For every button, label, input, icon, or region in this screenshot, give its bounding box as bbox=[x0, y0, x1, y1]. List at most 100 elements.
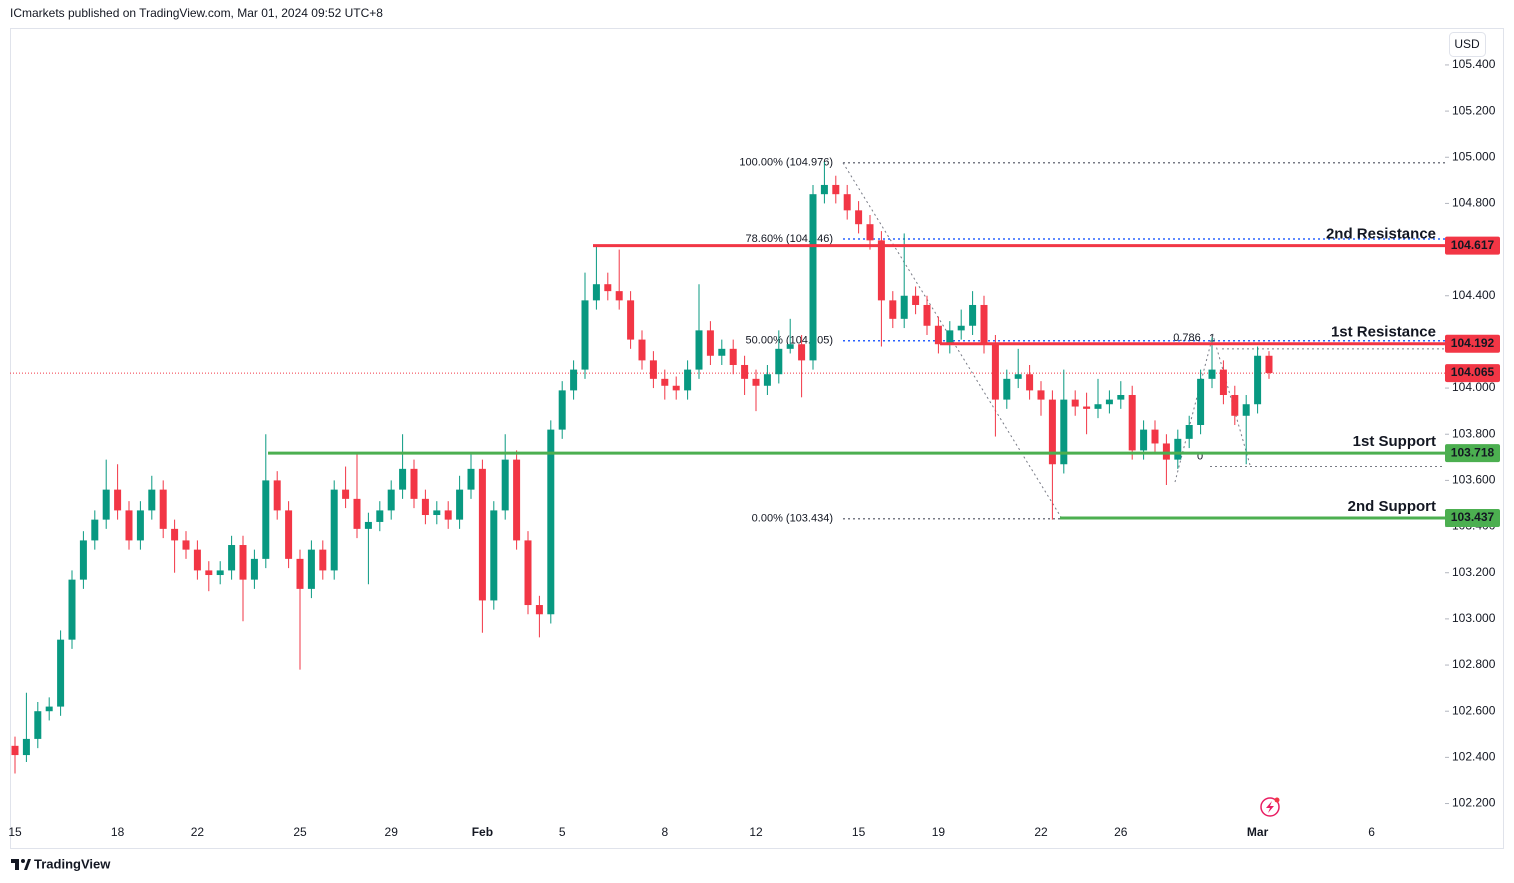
candle-body bbox=[1048, 399, 1056, 465]
candle-body bbox=[296, 558, 304, 589]
candle-body bbox=[615, 291, 623, 301]
candle-body bbox=[592, 284, 600, 301]
fib2-label: 0 bbox=[1197, 450, 1203, 462]
candle-body bbox=[399, 468, 407, 490]
candle-body bbox=[820, 184, 828, 195]
candle-body bbox=[934, 325, 942, 345]
x-tick-label: 5 bbox=[559, 825, 566, 839]
candle-body bbox=[1060, 399, 1068, 465]
candle-body bbox=[832, 184, 840, 195]
candle-body bbox=[535, 605, 543, 615]
y-tick-label: 103.800 bbox=[1452, 426, 1496, 440]
candle-body bbox=[786, 344, 794, 349]
logo-part bbox=[24, 859, 31, 870]
header: ICmarkets published on TradingView.com, … bbox=[10, 6, 383, 20]
candle-body bbox=[684, 369, 692, 391]
candle-body bbox=[273, 480, 281, 511]
candle-body bbox=[1105, 399, 1113, 405]
candle-body bbox=[353, 498, 361, 529]
level-name: 1st Resistance bbox=[1331, 324, 1436, 341]
level-name: 2nd Support bbox=[1348, 498, 1436, 515]
candle-body bbox=[501, 459, 509, 511]
candle-body bbox=[649, 360, 657, 379]
level-price-box bbox=[1445, 444, 1500, 463]
candle-body bbox=[547, 429, 555, 615]
candle-body bbox=[216, 570, 224, 576]
candle-body bbox=[889, 300, 897, 319]
candle-body bbox=[1083, 406, 1091, 409]
y-tick-label: 102.800 bbox=[1452, 657, 1496, 671]
candle-body bbox=[809, 194, 817, 361]
candle-body bbox=[250, 558, 258, 580]
candle-body bbox=[1185, 425, 1193, 439]
candle-body bbox=[1071, 399, 1079, 407]
candle-body bbox=[513, 459, 521, 541]
x-tick-label: 25 bbox=[293, 825, 307, 839]
y-tick-label: 105.200 bbox=[1452, 103, 1496, 117]
candle-body bbox=[79, 540, 87, 580]
candle-body bbox=[68, 579, 76, 640]
candle-body bbox=[1265, 355, 1273, 374]
fib-label: 0.00% (103.434) bbox=[752, 513, 833, 525]
candle-body bbox=[22, 738, 30, 756]
candle-body bbox=[262, 480, 270, 559]
lightning-icon[interactable] bbox=[1260, 797, 1280, 817]
y-tick-label: 105.400 bbox=[1452, 57, 1496, 71]
candle-body bbox=[421, 498, 429, 516]
candle-body bbox=[1037, 390, 1045, 400]
candle-body bbox=[1174, 438, 1182, 460]
icon-bolt[interactable] bbox=[1266, 801, 1274, 813]
candle-body bbox=[661, 378, 669, 386]
currency-button[interactable] bbox=[1449, 32, 1486, 57]
candle-body bbox=[855, 210, 863, 225]
y-tick-label: 104.800 bbox=[1452, 196, 1496, 210]
tv-logo bbox=[11, 859, 31, 870]
candle-body bbox=[57, 639, 65, 707]
candle-body bbox=[114, 489, 122, 511]
candle-body bbox=[364, 521, 372, 529]
level-price: 104.192 bbox=[1451, 336, 1495, 350]
candle-body bbox=[1003, 378, 1011, 400]
fib-label: 78.60% (104.646) bbox=[746, 233, 833, 245]
candle-body bbox=[524, 540, 532, 606]
level-name: 1st Support bbox=[1353, 433, 1436, 450]
y-tick-label: 104.000 bbox=[1452, 380, 1496, 394]
candle-body bbox=[307, 549, 315, 589]
candle-body bbox=[102, 489, 110, 520]
icon-dot[interactable] bbox=[1274, 797, 1280, 803]
x-tick-label: 6 bbox=[1368, 825, 1375, 839]
candle-body bbox=[342, 489, 350, 499]
candle-body bbox=[91, 519, 99, 541]
x-tick-label: 15 bbox=[852, 825, 866, 839]
candle-body bbox=[228, 545, 236, 571]
candle-body bbox=[1162, 443, 1170, 460]
candle-body bbox=[1242, 404, 1250, 416]
candle-body bbox=[330, 489, 338, 571]
level-name: 2nd Resistance bbox=[1326, 226, 1436, 243]
last-price-box bbox=[1445, 364, 1500, 383]
candle-body bbox=[604, 284, 612, 292]
y-tick-label: 102.400 bbox=[1452, 750, 1496, 764]
candle-body bbox=[1117, 394, 1125, 400]
candle-body bbox=[1140, 429, 1148, 451]
candle-body bbox=[866, 224, 874, 241]
currency[interactable]: USD bbox=[1454, 37, 1480, 51]
level-price-box bbox=[1445, 509, 1500, 528]
candle-body bbox=[706, 330, 714, 356]
candle-body bbox=[467, 468, 475, 490]
candle-body bbox=[775, 348, 783, 375]
level-price: 104.617 bbox=[1451, 238, 1495, 252]
level-price-box bbox=[1445, 334, 1500, 353]
footer: TradingView bbox=[34, 856, 111, 871]
fib-label: 100.00% (104.976) bbox=[739, 157, 833, 169]
candle-body bbox=[581, 300, 589, 370]
x-tick-label: 8 bbox=[661, 825, 668, 839]
candle-body bbox=[182, 540, 190, 550]
x-tick-label: 29 bbox=[385, 825, 399, 839]
candle-body bbox=[239, 545, 247, 580]
y-tick-label: 103.600 bbox=[1452, 473, 1496, 487]
candle-body bbox=[877, 240, 885, 301]
candle-body bbox=[798, 344, 806, 361]
icon-ring[interactable] bbox=[1260, 797, 1280, 817]
